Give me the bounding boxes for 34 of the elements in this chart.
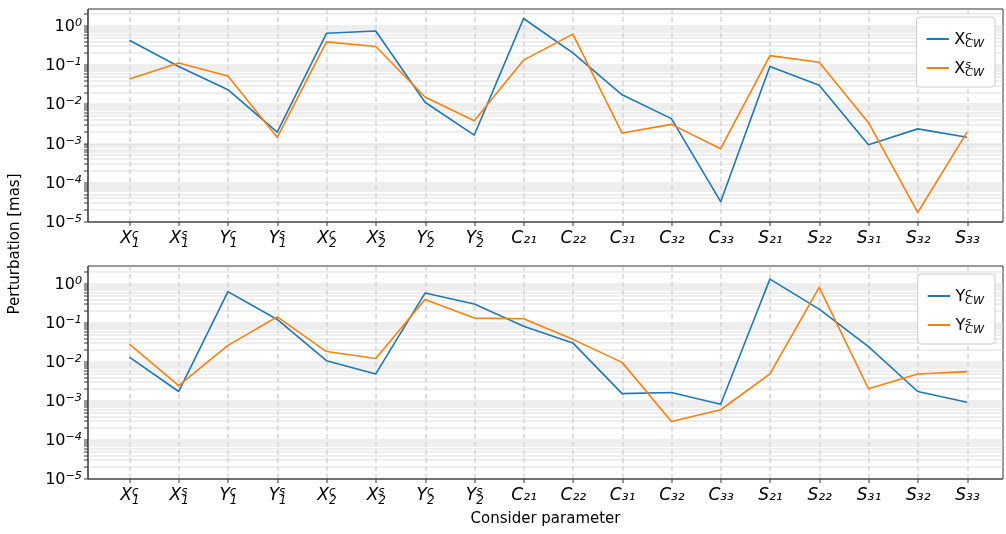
- y-tick-label: 10$^{−1}$: [45, 55, 82, 75]
- x-tick-label: S₂₂: [807, 227, 833, 247]
- x-tick-label: S₃₂: [906, 484, 931, 504]
- y-axis-title: Perturbation [mas]: [5, 173, 23, 315]
- y-tick-label: 10$^{−3}$: [45, 133, 82, 153]
- x-tick-label: C₂₁: [511, 227, 537, 247]
- x-tick-label: S₂₂: [807, 484, 833, 504]
- x-tick-label: C₃₃: [708, 484, 735, 504]
- y-tick-label: 10$^{0}$: [54, 15, 82, 35]
- x-tick-label: C₂₁: [511, 484, 537, 504]
- x-axis-title: Consider parameter: [470, 509, 622, 527]
- x-tick-label: C₃₁: [609, 227, 636, 247]
- x-tick-label: S₂₁: [758, 227, 783, 247]
- y-tick-label: 10$^{−2}$: [45, 352, 82, 372]
- y-tick-label: 10$^{−1}$: [45, 313, 82, 333]
- x-tick-label: S₃₁: [856, 227, 882, 247]
- y-tick-label: 10$^{−2}$: [45, 94, 82, 114]
- x-tick-label: S₃₃: [955, 484, 980, 504]
- x-tick-label: S₂₁: [758, 484, 783, 504]
- x-tick-label: S₃₂: [906, 227, 931, 247]
- x-tick-label: C₂₂: [560, 227, 587, 247]
- x-tick-label: S₃₁: [856, 484, 882, 504]
- y-tick-label: 10$^{0}$: [54, 274, 82, 294]
- y-tick-label: 10$^{−3}$: [45, 391, 82, 411]
- x-tick-label: C₃₁: [609, 484, 636, 504]
- x-tick-label: C₃₂: [659, 484, 685, 504]
- x-tick-label: C₃₃: [708, 227, 735, 247]
- y-tick-label: 10$^{−4}$: [45, 430, 82, 450]
- y-tick-label: 10$^{−4}$: [45, 172, 82, 192]
- y-tick-label: 10$^{−5}$: [45, 469, 82, 488]
- y-tick-label: 10$^{−5}$: [45, 212, 82, 231]
- x-tick-label: S₃₃: [955, 227, 980, 247]
- x-tick-label: C₃₂: [659, 227, 685, 247]
- x-tick-label: C₂₂: [560, 484, 587, 504]
